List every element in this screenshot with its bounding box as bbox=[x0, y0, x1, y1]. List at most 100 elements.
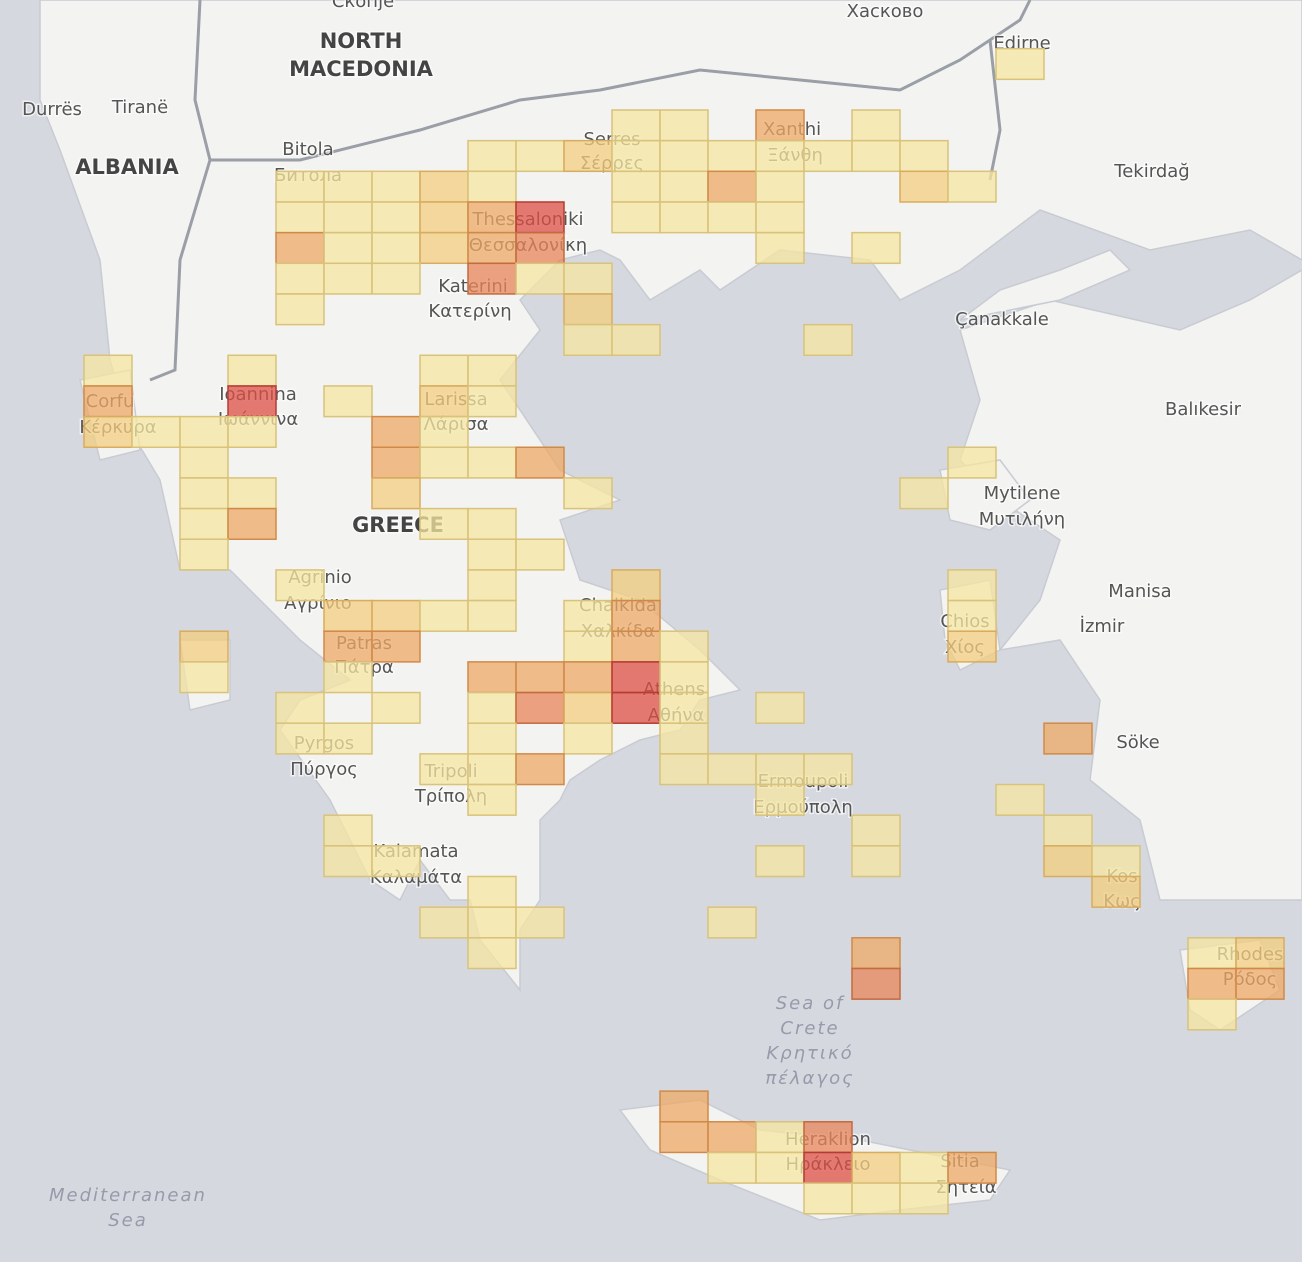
heat-cell bbox=[611, 661, 661, 694]
heat-cell bbox=[467, 937, 517, 970]
heat-cell bbox=[803, 1151, 853, 1184]
heat-cell bbox=[851, 231, 901, 265]
heat-cell bbox=[323, 231, 373, 265]
heat-cell bbox=[803, 1182, 853, 1215]
place-label: Sea bbox=[108, 1210, 148, 1231]
heat-cell bbox=[1091, 875, 1141, 908]
heat-cell bbox=[371, 845, 421, 878]
heat-cell bbox=[707, 753, 757, 786]
heat-cell bbox=[323, 262, 373, 295]
heat-cell bbox=[419, 753, 469, 786]
heat-cell bbox=[851, 937, 901, 970]
heat-cell bbox=[467, 507, 517, 540]
heat-cell bbox=[659, 691, 709, 724]
place-label: Manisa bbox=[1108, 581, 1171, 602]
heat-cell bbox=[179, 538, 229, 571]
heat-cell bbox=[515, 139, 565, 173]
heat-cell bbox=[467, 170, 517, 203]
heat-cell bbox=[803, 753, 853, 786]
heat-cell bbox=[467, 875, 517, 908]
heat-cell bbox=[707, 139, 757, 173]
heat-cell bbox=[227, 354, 277, 387]
heat-cell bbox=[227, 477, 277, 510]
place-label: Tekirdağ bbox=[1113, 161, 1189, 182]
heat-cell bbox=[83, 354, 133, 387]
heat-cell bbox=[563, 722, 613, 755]
heat-cell bbox=[659, 661, 709, 694]
heat-cell bbox=[467, 201, 517, 234]
heat-cell bbox=[179, 446, 229, 479]
heat-cell bbox=[467, 354, 517, 387]
heat-cell bbox=[947, 1151, 997, 1184]
heat-cell bbox=[1091, 845, 1141, 878]
place-label: πέλαγος bbox=[765, 1068, 854, 1089]
heat-cell bbox=[659, 1121, 709, 1154]
heat-cell bbox=[275, 722, 325, 755]
heat-cell bbox=[563, 691, 613, 724]
heat-cell bbox=[323, 201, 373, 234]
heat-cell bbox=[179, 415, 229, 449]
heat-cell bbox=[515, 201, 565, 234]
heat-cell bbox=[467, 538, 517, 571]
heat-cell bbox=[371, 477, 421, 510]
heat-cell bbox=[467, 783, 517, 816]
place-label: Çanakkale bbox=[955, 309, 1049, 330]
heat-cell bbox=[947, 569, 997, 602]
heat-cell bbox=[851, 109, 901, 142]
heat-cell bbox=[323, 599, 373, 632]
heat-cell bbox=[371, 599, 421, 632]
heat-cell bbox=[899, 1151, 949, 1184]
heat-cell bbox=[755, 753, 805, 786]
heat-cell bbox=[563, 630, 613, 663]
heat-cell bbox=[179, 507, 229, 540]
heat-cell bbox=[611, 139, 661, 173]
place-label: Κατερίνη bbox=[428, 301, 511, 322]
heat-cell bbox=[467, 599, 517, 632]
heat-cell bbox=[275, 170, 325, 203]
heat-cell bbox=[467, 139, 517, 173]
place-label: Mediterranean bbox=[49, 1185, 207, 1206]
heat-cell bbox=[563, 323, 613, 357]
heat-cell bbox=[515, 753, 565, 786]
heat-cell bbox=[1235, 937, 1285, 970]
heat-cell bbox=[275, 293, 325, 326]
heat-cell bbox=[323, 170, 373, 203]
heat-cell bbox=[899, 139, 949, 173]
heat-cell bbox=[755, 845, 805, 878]
heat-cell bbox=[227, 385, 277, 418]
place-label: Κρητικό bbox=[766, 1043, 853, 1064]
heat-cell bbox=[371, 446, 421, 479]
heat-cell bbox=[419, 201, 469, 234]
heat-cell bbox=[611, 109, 661, 142]
heat-cell bbox=[323, 661, 373, 694]
heat-cell bbox=[467, 722, 517, 755]
heat-cell bbox=[563, 139, 613, 173]
heat-cell bbox=[659, 630, 709, 663]
place-label: Bitola bbox=[282, 139, 333, 160]
heat-cell bbox=[419, 507, 469, 540]
heat-cell bbox=[1187, 937, 1237, 970]
heat-cell bbox=[467, 906, 517, 939]
heat-cell bbox=[371, 201, 421, 234]
heat-cell bbox=[755, 783, 805, 816]
heat-cell bbox=[1043, 845, 1093, 878]
place-label: Скопје bbox=[332, 0, 394, 12]
heat-cell bbox=[323, 630, 373, 663]
heat-cell bbox=[659, 109, 709, 142]
heat-cell bbox=[323, 385, 373, 418]
heat-cell bbox=[467, 661, 517, 694]
heat-cell bbox=[803, 139, 853, 173]
heat-cell bbox=[659, 139, 709, 173]
heat-cell bbox=[83, 415, 133, 449]
heat-cell bbox=[1043, 814, 1093, 847]
heat-cell bbox=[1187, 967, 1237, 1000]
heat-cell bbox=[899, 1182, 949, 1215]
heat-cell bbox=[467, 385, 517, 418]
heat-cell bbox=[611, 170, 661, 203]
heat-cell bbox=[611, 201, 661, 234]
heat-cell bbox=[467, 753, 517, 786]
heat-cell bbox=[851, 814, 901, 847]
heat-cell bbox=[755, 139, 805, 173]
heat-cell bbox=[467, 262, 517, 295]
